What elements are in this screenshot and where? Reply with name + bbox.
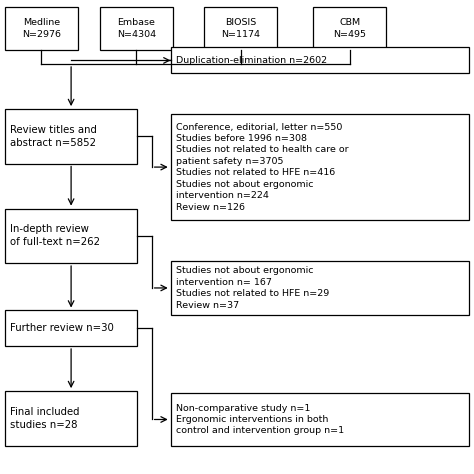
FancyBboxPatch shape — [171, 114, 469, 220]
FancyBboxPatch shape — [204, 7, 277, 50]
FancyBboxPatch shape — [100, 7, 173, 50]
Text: CBM
N=495: CBM N=495 — [333, 18, 366, 39]
FancyBboxPatch shape — [171, 393, 469, 446]
Text: In-depth review
of full-text n=262: In-depth review of full-text n=262 — [10, 224, 100, 247]
Text: BIOSIS
N=1174: BIOSIS N=1174 — [221, 18, 260, 39]
Text: Review titles and
abstract n=5852: Review titles and abstract n=5852 — [10, 125, 97, 148]
FancyBboxPatch shape — [313, 7, 386, 50]
Text: Medline
N=2976: Medline N=2976 — [22, 18, 61, 39]
FancyBboxPatch shape — [5, 7, 78, 50]
FancyBboxPatch shape — [171, 261, 469, 315]
FancyBboxPatch shape — [5, 109, 137, 164]
Text: Embase
N=4304: Embase N=4304 — [117, 18, 156, 39]
FancyBboxPatch shape — [171, 47, 469, 73]
Text: Studies not about ergonomic
intervention n= 167
Studies not related to HFE n=29
: Studies not about ergonomic intervention… — [176, 266, 329, 310]
FancyBboxPatch shape — [5, 209, 137, 263]
FancyBboxPatch shape — [5, 310, 137, 346]
FancyBboxPatch shape — [5, 391, 137, 446]
Text: Further review n=30: Further review n=30 — [10, 323, 114, 333]
Text: Final included
studies n=28: Final included studies n=28 — [10, 407, 80, 430]
Text: Duplication-elimination n=2602: Duplication-elimination n=2602 — [176, 56, 328, 65]
Text: Non-comparative study n=1
Ergonomic interventions in both
control and interventi: Non-comparative study n=1 Ergonomic inte… — [176, 403, 345, 436]
Text: Conference, editorial, letter n=550
Studies before 1996 n=308
Studies not relate: Conference, editorial, letter n=550 Stud… — [176, 122, 349, 212]
